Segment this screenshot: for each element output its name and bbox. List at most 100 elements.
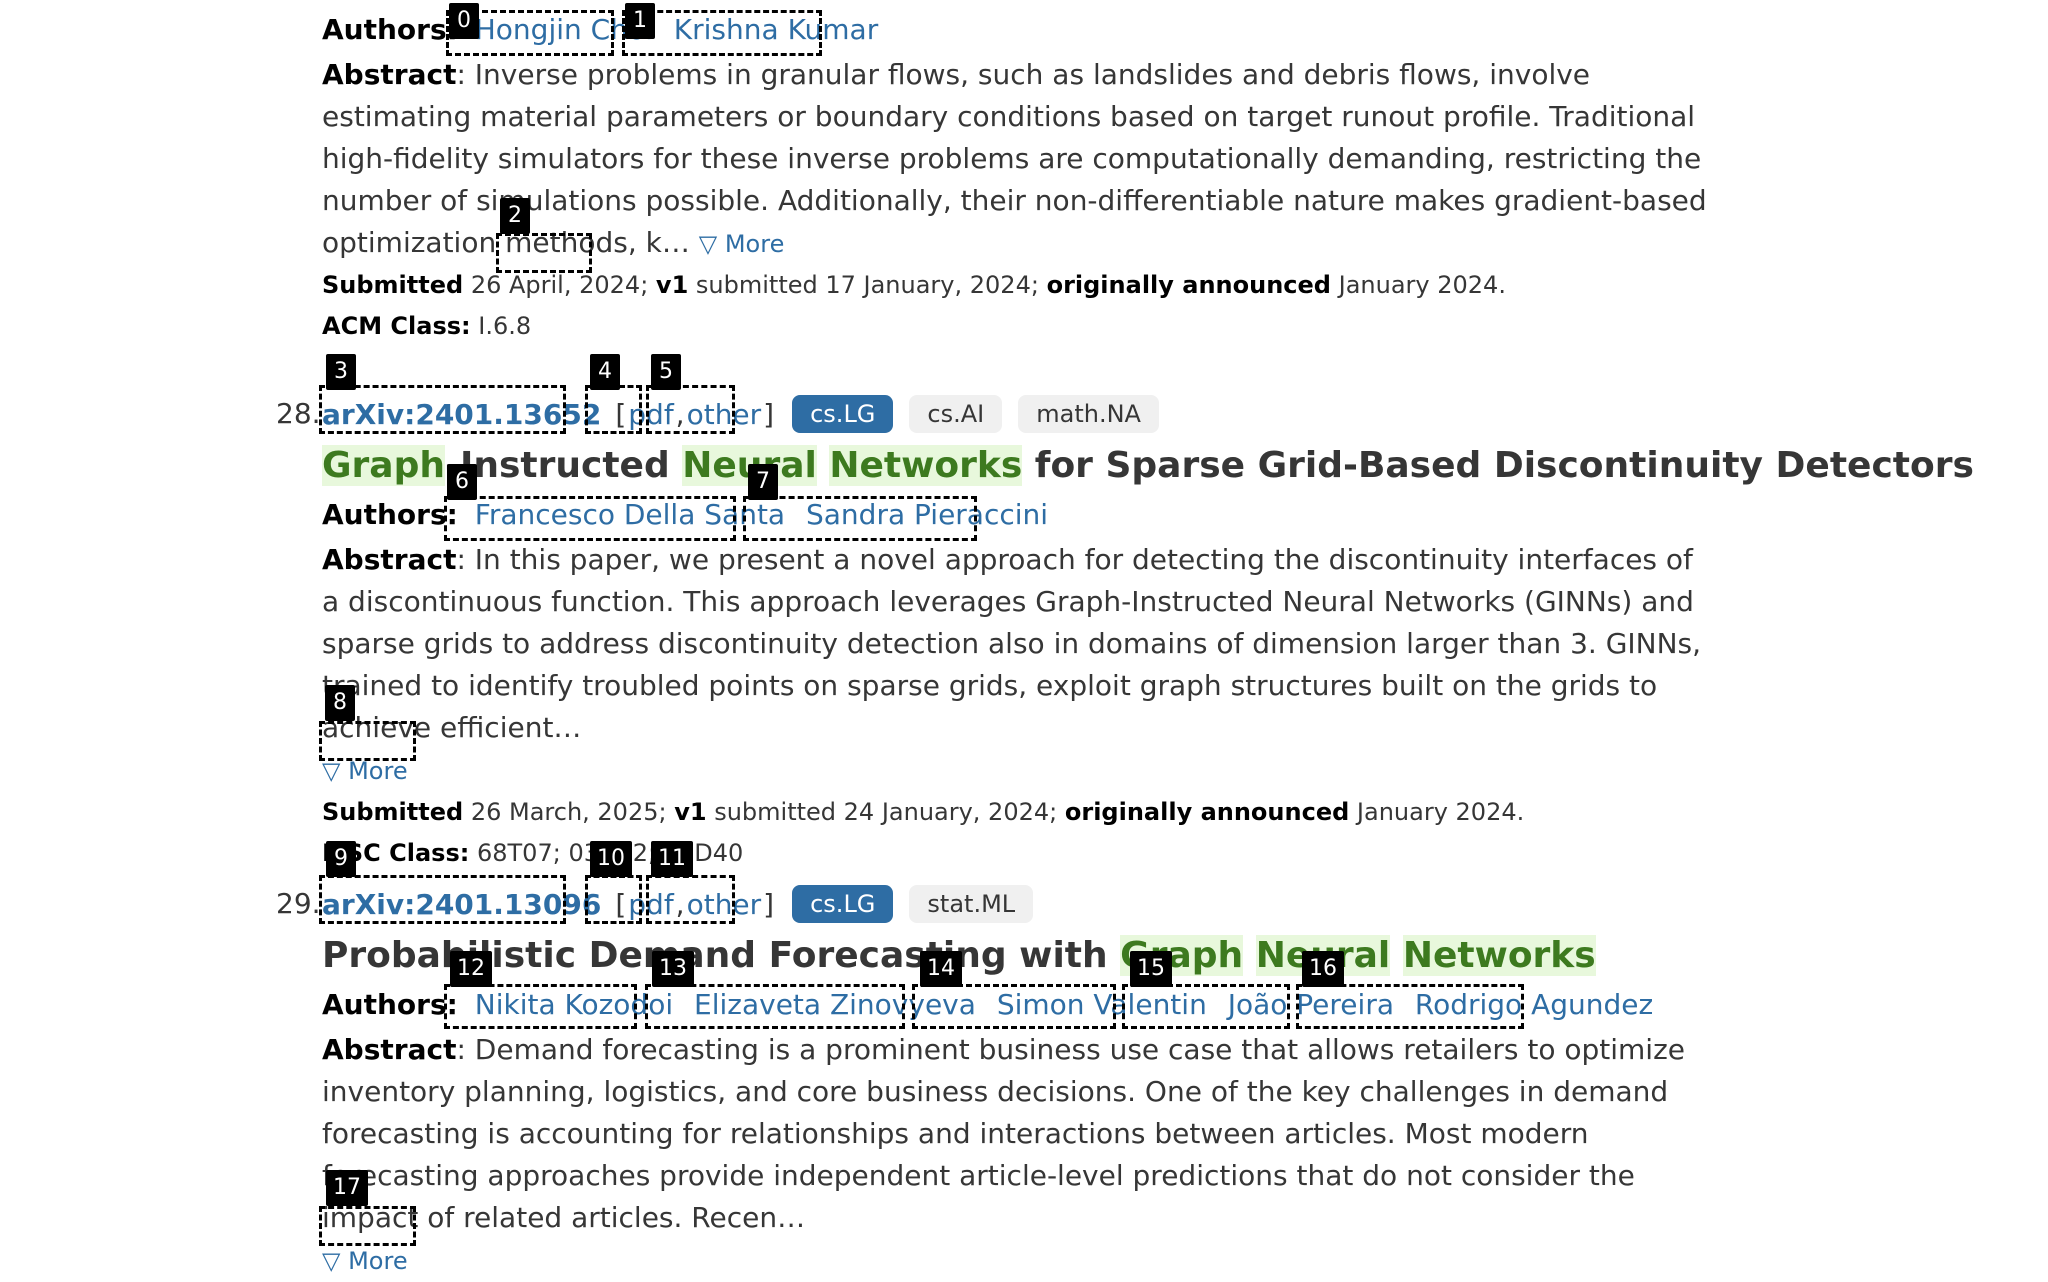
annotation-marker: 4	[590, 354, 620, 390]
result-entry-27: Authors: Hongjin Choi Krishna Kumar Abst…	[322, 6, 1722, 347]
class-value: I.6.8	[478, 312, 532, 340]
author-link[interactable]: Elizaveta Zinovyeva	[694, 988, 976, 1021]
annotation-marker: 15	[1130, 951, 1172, 987]
abstract-label: Abstract	[322, 1033, 457, 1066]
separator: ,	[675, 397, 685, 431]
result-entry-29: 29. arXiv:2401.13096 [pdf, other] cs.LG s…	[276, 879, 1722, 1282]
highlight-box	[319, 385, 566, 434]
result-number: 29.	[276, 887, 321, 920]
authors-line: Authors: Nikita Kozodoi Elizaveta Zinovy…	[322, 981, 1722, 1029]
category-tag: stat.ML	[909, 885, 1034, 923]
other-link[interactable]: other	[686, 887, 762, 921]
arxiv-id-link[interactable]: arXiv:2401.13096	[322, 887, 602, 921]
title-text	[817, 445, 830, 486]
announced-label: originally announced	[1064, 798, 1350, 826]
category-tag: math.NA	[1018, 395, 1159, 433]
authors-label: Authors:	[322, 498, 458, 531]
title-highlight: Networks	[1402, 935, 1596, 976]
highlight-box	[912, 984, 1116, 1029]
class-info: ACM Class: I.6.8	[322, 306, 1722, 347]
bracket-close: ]	[763, 887, 775, 921]
result-entry-28: 28. arXiv:2401.13652 [pdf, other] cs.LG c…	[276, 389, 1974, 874]
abstract: Abstract: In this paper, we present a no…	[322, 539, 1712, 792]
authors-label: Authors:	[322, 13, 458, 46]
title-text	[1390, 935, 1403, 976]
submission-info: Submitted 26 March, 2025; v1 submitted 2…	[322, 792, 1722, 833]
more-link[interactable]: ▽ More	[698, 230, 785, 258]
class-info: MSC Class: 68T07; 03D32; 65D40	[322, 833, 1722, 874]
annotation-marker: 1	[625, 3, 655, 39]
abstract-text: : In this paper, we present a novel appr…	[322, 543, 1702, 744]
annotation-marker: 9	[326, 841, 356, 877]
title-text: Probabilistic Demand Forecasting with	[322, 935, 1121, 976]
highlight-box	[444, 496, 736, 541]
annotation-marker: 5	[651, 354, 681, 390]
pdf-link[interactable]: pdf	[628, 887, 674, 921]
more-link[interactable]: ▽ More	[322, 1247, 408, 1275]
annotation-marker: 16	[1302, 951, 1344, 987]
bracket-close: ]	[763, 397, 775, 431]
annotation-marker: 13	[652, 951, 694, 987]
paper-title: Graph-Instructed Neural Networks for Spa…	[322, 441, 1974, 491]
announced-date: January 2024.	[1338, 271, 1506, 299]
v1-date: submitted 17 January, 2024;	[695, 271, 1039, 299]
abstract: Abstract: Demand forecasting is a promin…	[322, 1029, 1712, 1282]
id-line: arXiv:2401.13652 [pdf, other] cs.LG cs.AI…	[322, 389, 1722, 439]
title-text: -Instructed	[445, 445, 683, 486]
submitted-label: Submitted	[322, 271, 464, 299]
title-highlight: Graph	[322, 445, 445, 486]
abstract-text: : Inverse problems in granular flows, su…	[322, 58, 1707, 259]
submitted-date: 26 March, 2025;	[470, 798, 667, 826]
annotation-marker: 0	[449, 3, 479, 39]
annotation-marker: 14	[920, 951, 962, 987]
abstract-text: : Demand forecasting is a prominent busi…	[322, 1033, 1685, 1234]
annotation-marker: 7	[748, 464, 778, 500]
authors-label: Authors:	[322, 988, 458, 1021]
category-tag: cs.LG	[792, 885, 894, 923]
arxiv-id-link[interactable]: arXiv:2401.13652	[322, 397, 602, 431]
author-link[interactable]: Rodrigo Agundez	[1414, 988, 1654, 1021]
highlight-box	[622, 10, 822, 56]
author-link[interactable]: João Pereira	[1227, 988, 1394, 1021]
title-text	[1243, 935, 1256, 976]
highlight-box	[585, 875, 642, 924]
annotation-marker: 11	[651, 841, 693, 877]
v1-date: submitted 24 January, 2024;	[714, 798, 1058, 826]
pdf-link[interactable]: pdf	[628, 397, 674, 431]
highlight-box	[444, 984, 637, 1029]
highlight-box	[646, 385, 735, 434]
more-link[interactable]: ▽ More	[322, 757, 408, 785]
v1-label: v1	[655, 271, 689, 299]
author-link[interactable]: Sandra Pieraccini	[806, 498, 1049, 531]
title-highlight: Networks	[829, 445, 1023, 486]
annotation-marker: 6	[447, 464, 477, 500]
class-label: ACM Class:	[322, 312, 471, 340]
highlight-box	[645, 984, 905, 1029]
author-link[interactable]: Nikita Kozodoi	[474, 988, 674, 1021]
other-link[interactable]: other	[686, 397, 762, 431]
highlight-box	[646, 875, 735, 924]
highlight-box	[743, 496, 977, 541]
author-link[interactable]: Simon Valentin	[996, 988, 1207, 1021]
announced-label: originally announced	[1046, 271, 1331, 299]
submitted-label: Submitted	[322, 798, 464, 826]
annotation-marker: 10	[590, 841, 632, 877]
annotation-marker: 2	[500, 198, 530, 234]
highlight-box	[446, 10, 614, 56]
separator: ,	[675, 887, 685, 921]
highlight-box	[496, 233, 592, 273]
submitted-date: 26 April, 2024;	[470, 271, 649, 299]
result-number: 28.	[276, 397, 321, 430]
highlight-box	[319, 721, 416, 761]
abstract-label: Abstract	[322, 58, 457, 91]
abstract: Abstract: Inverse problems in granular f…	[322, 54, 1712, 265]
submission-info: Submitted 26 April, 2024; v1 submitted 1…	[322, 265, 1722, 306]
v1-label: v1	[674, 798, 707, 826]
highlight-box	[319, 875, 566, 924]
author-link[interactable]: Krishna Kumar	[673, 13, 879, 46]
bracket-open: [	[615, 887, 627, 921]
paper-title: Probabilistic Demand Forecasting with Gr…	[322, 931, 1722, 981]
highlight-box	[585, 385, 642, 434]
abstract-label: Abstract	[322, 543, 457, 576]
annotation-marker: 8	[325, 685, 355, 721]
